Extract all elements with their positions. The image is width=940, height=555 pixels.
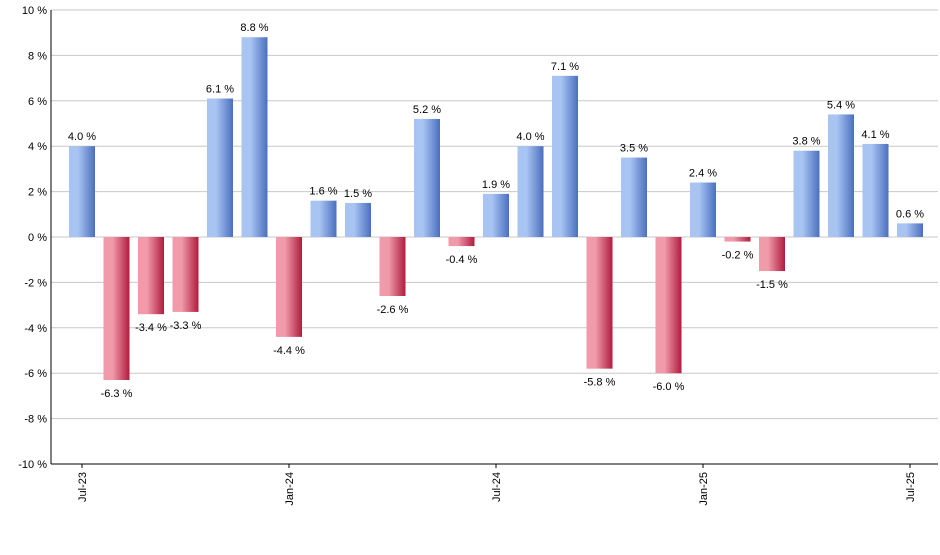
bars (69, 37, 923, 381)
data-label: -3.4 % (135, 322, 167, 334)
y-tick-label: 4 % (28, 141, 47, 153)
x-tick-label: Jul-23 (77, 472, 89, 502)
x-tick-label: Jan-24 (284, 472, 296, 506)
data-labels: 4.0 % -6.3 % -3.4 % -3.3 % 6.1 % 8.8 % -4.4 % 1… (68, 22, 924, 400)
y-tick-label: 6 % (28, 96, 47, 108)
bar-nov-24 (621, 157, 647, 237)
data-label: 6.1 % (206, 84, 234, 96)
data-label: 3.5 % (620, 143, 648, 155)
y-axis-ticks: -10 % -8 % -6 % -4 % -2 % 0 % 2 % 4 % 6 % 8 % 10 % (18, 5, 47, 471)
data-label: 4.0 % (68, 131, 96, 143)
x-tick-label: Jan-25 (698, 472, 710, 506)
y-tick-label: -6 % (24, 368, 47, 380)
bar-jul-24 (483, 193, 509, 237)
data-label: 4.0 % (516, 131, 544, 143)
bar-mar-24 (345, 202, 371, 237)
data-label: -6.0 % (653, 381, 685, 393)
y-tick-label: 0 % (28, 232, 47, 244)
data-label: 1.9 % (482, 179, 510, 191)
bar-dec-24 (655, 237, 682, 374)
bar-mar-25 (759, 237, 785, 272)
y-tick-label: 2 % (28, 187, 47, 199)
data-label: 5.4 % (827, 99, 855, 111)
data-label: 1.5 % (344, 188, 372, 200)
data-label: -4.4 % (273, 345, 305, 357)
data-label: -1.5 % (756, 279, 788, 291)
x-tick-label: Jul-24 (491, 472, 503, 502)
data-label: 3.8 % (792, 136, 820, 148)
y-tick-label: 10 % (22, 5, 47, 17)
data-label: 7.1 % (551, 61, 579, 73)
bar-may-25 (828, 114, 854, 237)
bar-may-24 (414, 118, 440, 237)
data-label: 8.8 % (240, 22, 268, 34)
bar-oct-24 (586, 237, 613, 369)
y-tick-label: -10 % (18, 459, 47, 471)
data-label: -3.3 % (170, 320, 202, 332)
bar-sep-23 (138, 237, 164, 315)
bar-jun-24 (448, 237, 475, 247)
bar-apr-24 (379, 237, 406, 297)
x-tick-label: Jul-25 (905, 472, 917, 502)
bar-jul-23 (69, 146, 95, 237)
data-label: -6.3 % (101, 388, 133, 400)
data-label: 2.4 % (689, 168, 717, 180)
data-label: 5.2 % (413, 104, 441, 116)
axes (50, 10, 938, 465)
x-axis-ticks: Jul-23 Jan-24 Jul-24 Jan-25 Jul-25 (77, 464, 917, 506)
y-tick-label: -8 % (24, 414, 47, 426)
bar-jul-25 (897, 223, 923, 237)
bar-dec-23 (241, 37, 268, 237)
data-label: -0.4 % (446, 254, 478, 266)
bar-jan-25 (690, 182, 716, 237)
data-label: 0.6 % (896, 208, 924, 220)
bar-jan-24 (276, 237, 302, 337)
bar-oct-23 (172, 237, 199, 312)
data-label: -0.2 % (722, 250, 754, 262)
data-label: -2.6 % (377, 304, 409, 316)
y-tick-label: -4 % (24, 323, 47, 335)
bar-feb-24 (310, 200, 337, 237)
bar-aug-23 (103, 237, 130, 381)
y-tick-label: -2 % (24, 277, 47, 289)
bar-sep-24 (552, 75, 578, 237)
bar-apr-25 (793, 150, 820, 237)
y-tick-label: 8 % (28, 50, 47, 62)
data-label: 1.6 % (309, 186, 337, 198)
bar-jun-25 (862, 143, 889, 237)
bar-feb-25 (724, 237, 751, 242)
data-label: -5.8 % (584, 377, 616, 389)
bar-aug-24 (517, 146, 544, 237)
data-label: 4.1 % (861, 129, 889, 141)
bar-nov-23 (207, 98, 233, 237)
